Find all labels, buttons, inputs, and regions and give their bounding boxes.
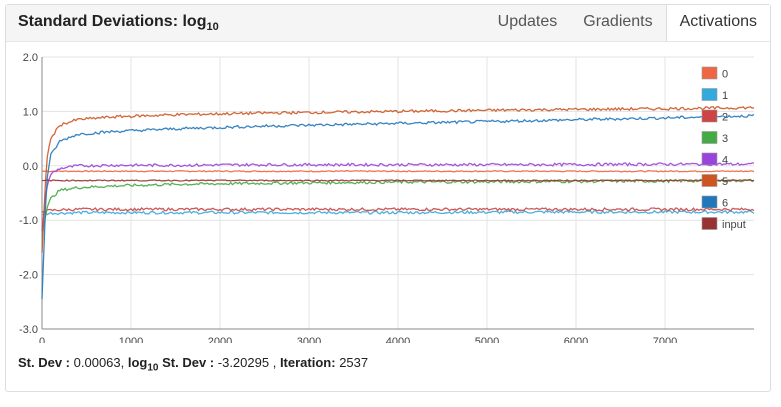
x-tick-label: 0 <box>39 336 45 343</box>
x-tick-label: 5000 <box>475 336 499 343</box>
legend-label-2: 2 <box>722 112 728 124</box>
legend-swatch-input <box>702 218 717 230</box>
x-tick-label: 4000 <box>386 336 410 343</box>
std-dev-chart: 2.0 1.0 0.0 -1.0 -2.0 -3.0 0 1000 2000 3000 4000 5… <box>6 43 770 343</box>
y-axis-ticks: 2.0 1.0 0.0 -1.0 -2.0 -3.0 <box>19 52 38 336</box>
series-line-0 <box>42 171 754 172</box>
panel-title: Standard Deviations: log10 <box>18 13 219 33</box>
title-subscript: 10 <box>206 21 218 33</box>
x-tick-label: 3000 <box>297 336 321 343</box>
tab-updates[interactable]: Updates <box>485 5 571 41</box>
stdev-label: St. Dev : <box>18 355 70 370</box>
y-tick-label: -1.0 <box>19 215 38 227</box>
title-text: Standard Deviations: log <box>18 13 206 30</box>
stats-footer: St. Dev : 0.00063, log10 St. Dev : -3.20… <box>18 355 368 374</box>
legend-label-4: 4 <box>722 155 728 167</box>
x-tick-label: 2000 <box>208 336 232 343</box>
y-tick-label: 2.0 <box>23 52 38 64</box>
legend-swatch-2 <box>702 110 717 122</box>
iteration-label: Iteration: <box>280 355 336 370</box>
legend-swatch-5 <box>702 175 717 187</box>
log-label: log10 St. Dev : <box>128 355 214 370</box>
legend-swatch-0 <box>702 67 717 79</box>
log-label-text: log <box>128 355 148 370</box>
legend-label-6: 6 <box>722 198 728 210</box>
stdev-value: 0.00063, <box>74 355 125 370</box>
tab-bar: Updates Gradients Activations <box>485 5 770 41</box>
legend-label-3: 3 <box>722 133 728 145</box>
grid-lines <box>42 57 754 329</box>
legend-swatch-6 <box>702 196 717 208</box>
legend-swatch-1 <box>702 89 717 101</box>
y-tick-label: -3.0 <box>19 324 38 336</box>
x-tick-label: 1000 <box>119 336 143 343</box>
legend-label-5: 5 <box>722 176 728 188</box>
x-axis-ticks: 0 1000 2000 3000 4000 5000 6000 7000 <box>39 336 677 343</box>
legend: 0 1 2 3 4 5 6 input <box>702 67 746 231</box>
y-tick-label: -2.0 <box>19 270 38 282</box>
iteration-value: 2537 <box>339 355 368 370</box>
log-label-subscript: 10 <box>147 363 158 374</box>
x-tick-label: 6000 <box>564 336 588 343</box>
legend-label-1: 1 <box>722 90 728 102</box>
tab-gradients[interactable]: Gradients <box>570 5 665 41</box>
log-value: -3.20295 , <box>218 355 277 370</box>
y-tick-label: 1.0 <box>23 106 38 118</box>
legend-label-input: input <box>722 219 746 231</box>
series-line-input <box>42 180 754 181</box>
legend-swatch-4 <box>702 153 717 165</box>
y-tick-label: 0.0 <box>23 161 38 173</box>
log-label-rest: St. Dev : <box>162 355 214 370</box>
std-dev-panel: Standard Deviations: log10 Updates Gradi… <box>5 4 771 392</box>
legend-swatch-3 <box>702 132 717 144</box>
panel-header: Standard Deviations: log10 Updates Gradi… <box>6 5 770 42</box>
x-tick-label: 7000 <box>653 336 677 343</box>
legend-label-0: 0 <box>722 69 728 81</box>
tab-activations[interactable]: Activations <box>666 5 770 41</box>
